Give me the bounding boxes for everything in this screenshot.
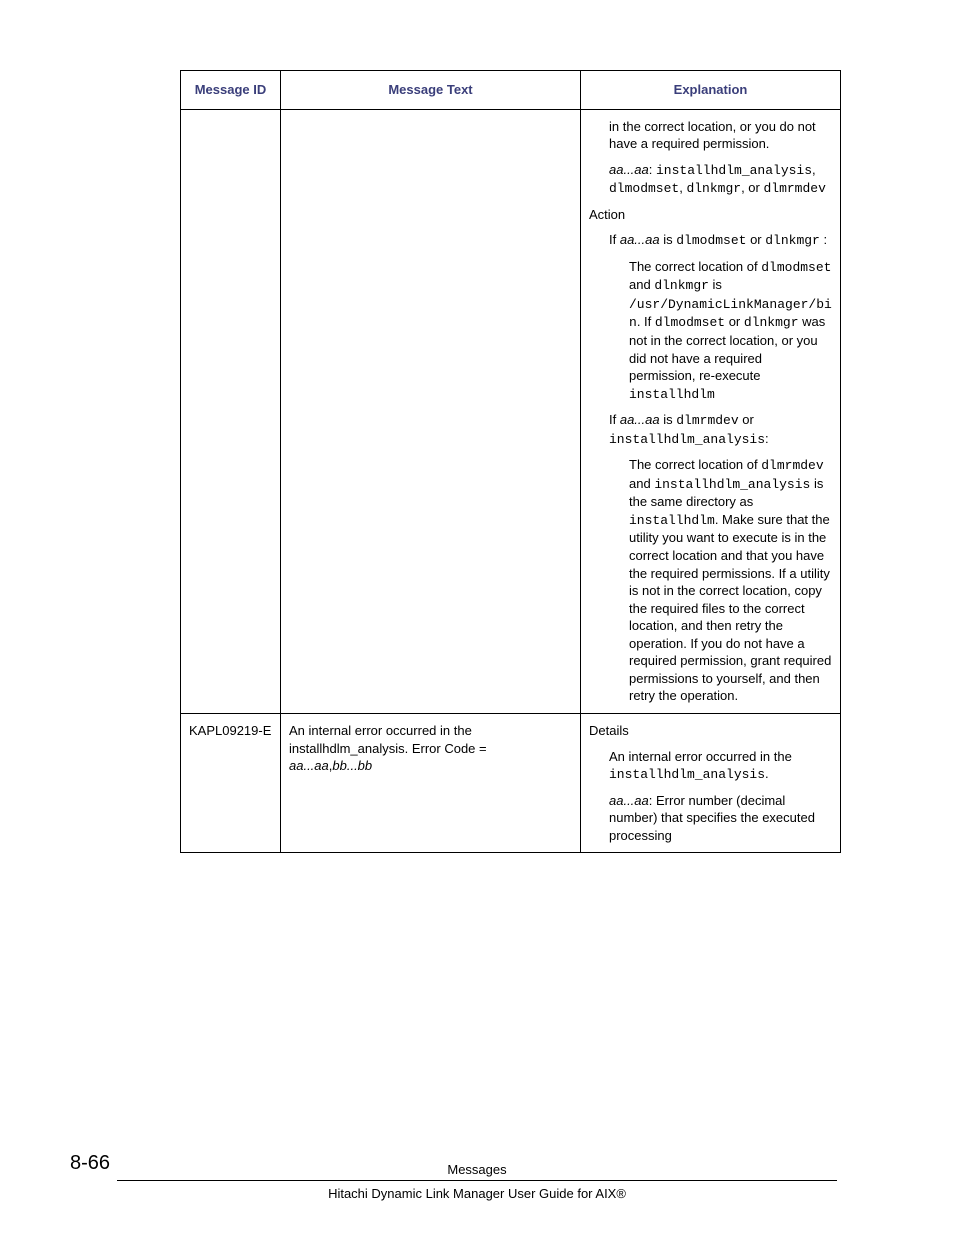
text: : bbox=[649, 162, 656, 177]
footer-rule bbox=[117, 1180, 837, 1181]
text: and bbox=[629, 476, 654, 491]
var: aa...aa bbox=[609, 793, 649, 808]
code: installhdlm_analysis bbox=[656, 163, 812, 178]
action-label: Action bbox=[589, 206, 832, 224]
text: , or bbox=[741, 180, 763, 195]
text: If bbox=[609, 412, 620, 427]
header-message-text: Message Text bbox=[281, 71, 581, 110]
cell-message-id: KAPL09219-E bbox=[181, 713, 281, 852]
text: The correct location of bbox=[629, 457, 761, 472]
text: : bbox=[820, 232, 827, 247]
cell-explanation: Details An internal error occurred in th… bbox=[581, 713, 841, 852]
text: and bbox=[629, 277, 654, 292]
text: or bbox=[746, 232, 765, 247]
text: or bbox=[739, 412, 754, 427]
explanation-text: in the correct location, or you do not h… bbox=[589, 118, 832, 153]
code: installhdlm_analysis bbox=[609, 432, 765, 447]
explanation-text: aa...aa: Error number (decimal number) t… bbox=[589, 792, 832, 845]
cell-explanation: in the correct location, or you do not h… bbox=[581, 109, 841, 713]
messages-table: Message ID Message Text Explanation in t… bbox=[180, 70, 841, 853]
condition-text: If aa...aa is dlmodmset or dlnkmgr : bbox=[589, 231, 832, 250]
code: dlnkmgr bbox=[765, 233, 820, 248]
code: dlnkmgr bbox=[654, 278, 709, 293]
cell-message-text: An internal error occurred in the instal… bbox=[281, 713, 581, 852]
text: is bbox=[660, 412, 677, 427]
table-row: in the correct location, or you do not h… bbox=[181, 109, 841, 713]
code: dlmrmdev bbox=[676, 413, 738, 428]
text: The correct location of bbox=[629, 259, 761, 274]
var: bb...bb bbox=[332, 758, 372, 773]
text: If bbox=[609, 232, 620, 247]
text: An internal error occurred in the instal… bbox=[289, 723, 487, 756]
text: or bbox=[725, 314, 744, 329]
code: installhdlm bbox=[629, 387, 715, 402]
code: dlmodmset bbox=[676, 233, 746, 248]
resolution-text: The correct location of dlmrmdev and ins… bbox=[589, 456, 832, 705]
code: dlnkmgr bbox=[744, 315, 799, 330]
code: dlmodmset bbox=[761, 260, 831, 275]
code: dlmodmset bbox=[609, 181, 679, 196]
var: aa...aa bbox=[620, 412, 660, 427]
code: installhdlm bbox=[629, 513, 715, 528]
details-label: Details bbox=[589, 722, 832, 740]
text: , bbox=[812, 162, 816, 177]
code: dlmrmdev bbox=[763, 181, 825, 196]
var: aa...aa bbox=[289, 758, 329, 773]
cell-message-text bbox=[281, 109, 581, 713]
text: . Make sure that the utility you want to… bbox=[629, 512, 831, 703]
resolution-text: The correct location of dlmodmset and dl… bbox=[589, 258, 832, 403]
table-row: KAPL09219-E An internal error occurred i… bbox=[181, 713, 841, 852]
code: dlmodmset bbox=[655, 315, 725, 330]
footer: Messages Hitachi Dynamic Link Manager Us… bbox=[0, 1161, 954, 1203]
condition-text: If aa...aa is dlmrmdev or installhdlm_an… bbox=[589, 411, 832, 448]
var: aa...aa bbox=[609, 162, 649, 177]
text: : bbox=[765, 431, 769, 446]
text: is bbox=[660, 232, 677, 247]
explanation-text: aa...aa: installhdlm_analysis, dlmodmset… bbox=[589, 161, 832, 198]
code: installhdlm_analysis bbox=[654, 477, 810, 492]
cell-message-id bbox=[181, 109, 281, 713]
code: installhdlm_analysis bbox=[609, 767, 765, 782]
code: dlmrmdev bbox=[761, 458, 823, 473]
footer-subtitle: Hitachi Dynamic Link Manager User Guide … bbox=[0, 1185, 954, 1203]
header-message-id: Message ID bbox=[181, 71, 281, 110]
text: . bbox=[765, 766, 769, 781]
text: is bbox=[709, 277, 722, 292]
footer-title: Messages bbox=[0, 1161, 954, 1179]
header-explanation: Explanation bbox=[581, 71, 841, 110]
code: dlnkmgr bbox=[686, 181, 741, 196]
text: . If bbox=[637, 314, 655, 329]
text: An internal error occurred in the bbox=[609, 749, 792, 764]
var: aa...aa bbox=[620, 232, 660, 247]
explanation-text: An internal error occurred in the instal… bbox=[589, 748, 832, 784]
